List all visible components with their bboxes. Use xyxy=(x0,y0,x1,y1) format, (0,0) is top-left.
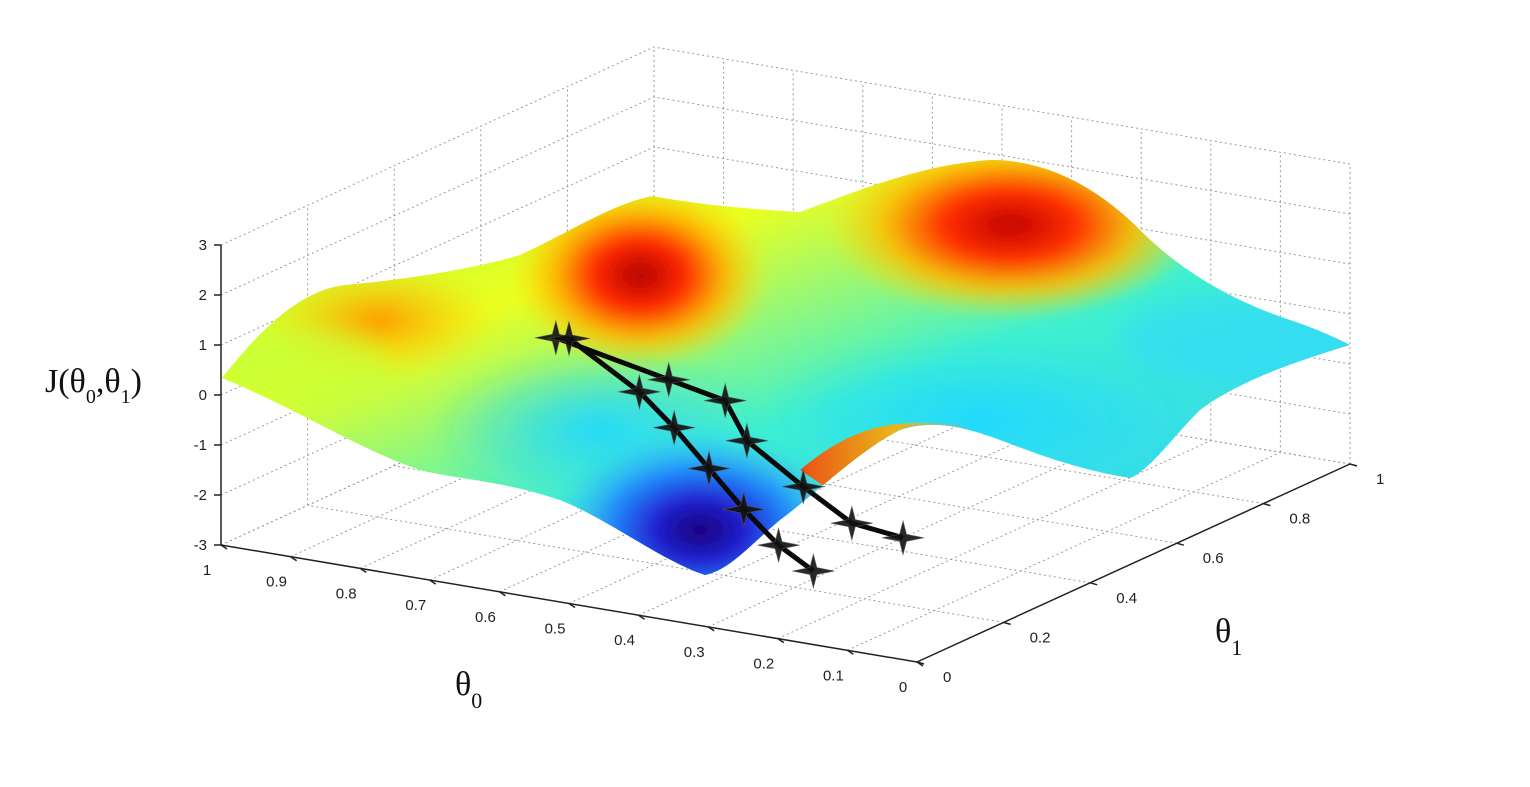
x-tick-label: 0.4 xyxy=(614,632,635,649)
x-axis-title: θ0 xyxy=(455,666,482,713)
y-tick-mark xyxy=(1349,463,1358,467)
y-tick-mark xyxy=(1003,621,1011,626)
path-point-marker xyxy=(881,519,925,556)
path-point-marker xyxy=(647,361,690,398)
z-tick-label: 3 xyxy=(199,237,207,254)
grid-line xyxy=(777,440,1212,640)
path-point-marker xyxy=(618,373,661,410)
x-tick-mark xyxy=(498,591,506,597)
x-tick-label: 0.1 xyxy=(823,667,844,684)
y-tick-mark xyxy=(1089,582,1098,586)
grid-line xyxy=(220,146,655,346)
x-tick-mark xyxy=(290,556,298,562)
y-tick-mark xyxy=(916,661,925,665)
x-tick-mark xyxy=(568,602,576,609)
axes xyxy=(214,244,1358,667)
x-tick-mark xyxy=(707,626,715,632)
y-axis-line xyxy=(916,463,1351,663)
y-tick-label: 0.8 xyxy=(1289,511,1310,528)
x-tick-mark xyxy=(359,567,367,574)
x-tick-mark xyxy=(429,579,437,585)
grid-line xyxy=(220,46,655,246)
y-tick-label: 0 xyxy=(943,669,951,686)
path-point-marker xyxy=(792,552,835,590)
x-tick-mark xyxy=(846,649,854,655)
x-tick-mark xyxy=(777,637,785,644)
z-tick-label: 2 xyxy=(199,287,207,304)
x-tick-label: 0.6 xyxy=(475,609,496,626)
path-point-marker xyxy=(547,320,591,357)
grid-line xyxy=(568,405,1003,604)
x-tick-label: 0.3 xyxy=(684,644,705,661)
x-tick-label: 0.7 xyxy=(405,597,426,614)
path-point-marker xyxy=(830,504,873,542)
grid-line xyxy=(638,416,1072,616)
z-tick-label: -1 xyxy=(194,437,207,454)
descent-paths xyxy=(534,319,925,590)
y-axis-title: θ1 xyxy=(1215,613,1242,660)
x-tick-label: 0.5 xyxy=(545,621,566,638)
z-axis-title: J(θ0,θ1) xyxy=(45,363,142,408)
grid-line xyxy=(220,96,655,296)
z-tick-label: 1 xyxy=(199,337,207,354)
x-tick-label: 0 xyxy=(899,679,907,696)
y-tick-mark xyxy=(1263,502,1271,507)
x-tick-mark xyxy=(220,544,228,550)
z-tick-label: -2 xyxy=(194,487,207,504)
x-tick-label: 0.8 xyxy=(336,585,357,602)
path-point-marker xyxy=(757,526,800,564)
y-tick-label: 0.4 xyxy=(1116,590,1137,607)
z-tick-labels: 3 2 1 0 -1 -2 -3 xyxy=(194,237,207,554)
path-point-marker xyxy=(687,450,731,487)
x-tick-label: 1 xyxy=(203,562,211,579)
x-tick-mark xyxy=(638,614,646,620)
y-tick-label: 1 xyxy=(1376,471,1384,488)
x-tick-label: 0.2 xyxy=(753,656,774,673)
cost-surface xyxy=(222,160,1350,575)
y-tick-labels: 0 0.2 0.4 0.6 0.8 1 xyxy=(943,471,1384,686)
path-point-marker xyxy=(725,422,768,459)
grid-line xyxy=(847,451,1281,651)
grid-line xyxy=(653,46,1351,165)
path-point-marker xyxy=(782,468,825,505)
x-tick-label: 0.9 xyxy=(266,574,287,591)
path-point-marker xyxy=(653,409,696,446)
z-tick-label: 0 xyxy=(199,387,207,404)
path-point-marker xyxy=(704,382,747,419)
path-point-marker xyxy=(722,491,765,528)
x-tick-labels: 1 0.9 0.8 0.7 0.6 0.5 0.4 0.3 0.2 0.1 0 xyxy=(203,562,907,696)
z-tick-label: -3 xyxy=(194,537,207,554)
y-tick-label: 0.2 xyxy=(1030,629,1051,646)
y-tick-label: 0.6 xyxy=(1203,550,1224,567)
y-tick-mark xyxy=(1176,542,1185,546)
